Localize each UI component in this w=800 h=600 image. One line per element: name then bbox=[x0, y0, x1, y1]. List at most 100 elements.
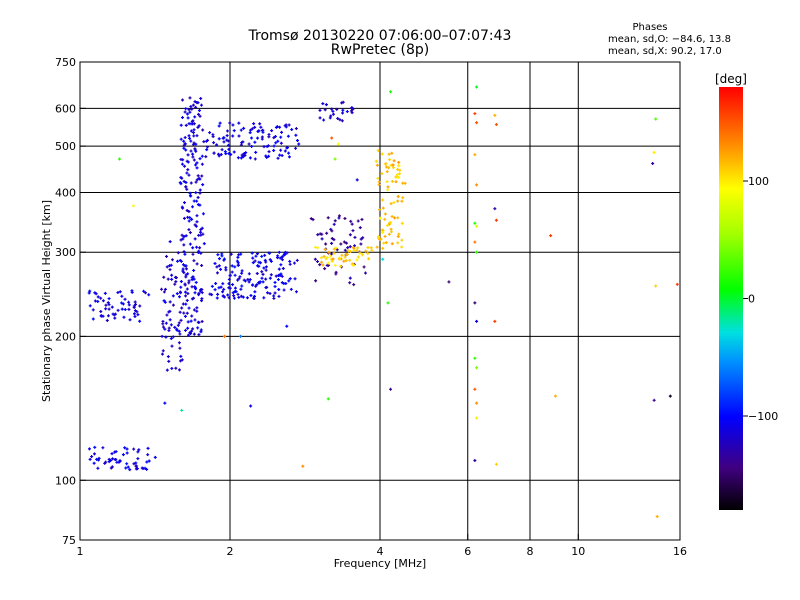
trace-point bbox=[255, 271, 259, 275]
trace-point bbox=[241, 295, 245, 299]
trace-point bbox=[187, 219, 191, 223]
trace-point bbox=[248, 278, 252, 282]
trace-point bbox=[120, 301, 124, 305]
trace-point bbox=[394, 180, 398, 184]
trace-point bbox=[320, 232, 324, 236]
trace-point bbox=[179, 354, 183, 358]
trace-point bbox=[165, 265, 169, 269]
trace-point bbox=[383, 234, 387, 238]
trace-point bbox=[316, 260, 320, 264]
x-tick-label: 6 bbox=[464, 545, 471, 558]
trace-point bbox=[88, 304, 92, 308]
trace-point bbox=[194, 180, 198, 184]
trace-point bbox=[229, 252, 233, 256]
trace-point bbox=[375, 163, 379, 167]
trace-point bbox=[127, 303, 131, 307]
trace-point bbox=[231, 283, 235, 287]
trace-point bbox=[185, 208, 189, 212]
trace-point bbox=[182, 243, 186, 247]
trace-point bbox=[225, 138, 229, 142]
trace-point bbox=[263, 253, 267, 257]
trace-point bbox=[195, 199, 199, 203]
trace-point bbox=[114, 450, 118, 454]
trace-point bbox=[262, 296, 266, 300]
trace-point bbox=[264, 154, 268, 158]
trace-point bbox=[190, 217, 194, 221]
trace-point bbox=[170, 344, 174, 348]
trace-point bbox=[213, 261, 217, 265]
trace-point bbox=[147, 459, 151, 463]
trace-point bbox=[339, 242, 343, 246]
trace-point bbox=[201, 212, 205, 216]
trace-point bbox=[396, 241, 400, 245]
trace-point bbox=[261, 130, 265, 134]
sparse-point bbox=[333, 157, 337, 161]
trace-point bbox=[324, 242, 328, 246]
sparse-point bbox=[494, 218, 498, 222]
trace-point bbox=[127, 307, 131, 311]
trace-point bbox=[199, 330, 203, 334]
trace-point bbox=[222, 295, 226, 299]
trace-point bbox=[93, 445, 97, 449]
trace-point bbox=[191, 119, 195, 123]
trace-point bbox=[241, 155, 245, 159]
trace-point bbox=[277, 294, 281, 298]
trace-point bbox=[178, 181, 182, 185]
sparse-point bbox=[301, 464, 305, 468]
trace-point bbox=[397, 175, 401, 179]
trace-point bbox=[227, 296, 231, 300]
trace-point bbox=[164, 254, 168, 258]
trace-point bbox=[204, 155, 208, 159]
trace-point bbox=[178, 332, 182, 336]
trace-point bbox=[397, 232, 401, 236]
trace-point bbox=[256, 252, 260, 256]
trace-point bbox=[295, 139, 299, 143]
trace-point bbox=[173, 325, 177, 329]
trace-point bbox=[325, 256, 329, 260]
trace-point bbox=[134, 464, 138, 468]
trace-point bbox=[184, 302, 188, 306]
trace-point bbox=[91, 308, 95, 312]
trace-point bbox=[138, 304, 142, 308]
trace-point bbox=[196, 326, 200, 330]
trace-point bbox=[132, 312, 136, 316]
trace-point bbox=[260, 276, 264, 280]
sparse-point bbox=[655, 514, 659, 518]
trace-point bbox=[171, 294, 175, 298]
trace-point bbox=[232, 129, 236, 133]
trace-point bbox=[281, 254, 285, 258]
trace-point bbox=[232, 294, 236, 298]
trace-point bbox=[121, 453, 125, 457]
trace-point bbox=[199, 228, 203, 232]
trace-point bbox=[204, 139, 208, 143]
trace-point bbox=[195, 214, 199, 218]
trace-point bbox=[194, 191, 198, 195]
trace-point bbox=[340, 119, 344, 123]
trace-point bbox=[183, 110, 187, 114]
trace-point bbox=[104, 460, 108, 464]
trace-point bbox=[279, 272, 283, 276]
y-tick-label: 750 bbox=[55, 56, 76, 69]
trace-point bbox=[123, 297, 127, 301]
trace-point bbox=[277, 250, 281, 254]
trace-point bbox=[182, 216, 186, 220]
trace-point bbox=[182, 311, 186, 315]
trace-point bbox=[103, 291, 107, 295]
trace-point bbox=[197, 124, 201, 128]
trace-point bbox=[226, 129, 230, 133]
trace-point bbox=[350, 222, 354, 226]
trace-point bbox=[233, 289, 237, 293]
trace-point bbox=[222, 287, 226, 291]
trace-point bbox=[107, 307, 111, 311]
trace-point bbox=[386, 188, 390, 192]
x-axis-label: Frequency [MHz] bbox=[334, 557, 426, 570]
trace-point bbox=[330, 236, 334, 240]
trace-point bbox=[95, 457, 99, 461]
trace-point bbox=[349, 219, 353, 223]
trace-point bbox=[197, 108, 201, 112]
trace-point bbox=[230, 264, 234, 268]
trace-point bbox=[269, 259, 273, 263]
trace-point bbox=[378, 238, 382, 242]
trace-point bbox=[250, 136, 254, 140]
trace-point bbox=[184, 275, 188, 279]
